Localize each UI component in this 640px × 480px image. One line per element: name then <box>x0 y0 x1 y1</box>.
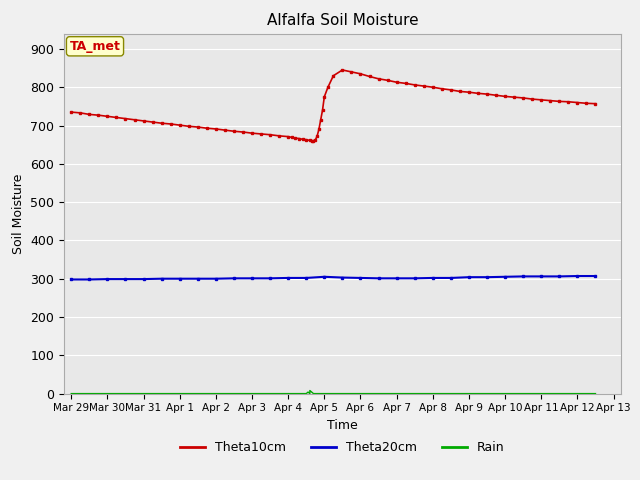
Legend: Theta10cm, Theta20cm, Rain: Theta10cm, Theta20cm, Rain <box>175 436 509 459</box>
X-axis label: Time: Time <box>327 419 358 432</box>
Y-axis label: Soil Moisture: Soil Moisture <box>12 173 25 254</box>
Text: TA_met: TA_met <box>70 40 120 53</box>
Title: Alfalfa Soil Moisture: Alfalfa Soil Moisture <box>267 13 418 28</box>
